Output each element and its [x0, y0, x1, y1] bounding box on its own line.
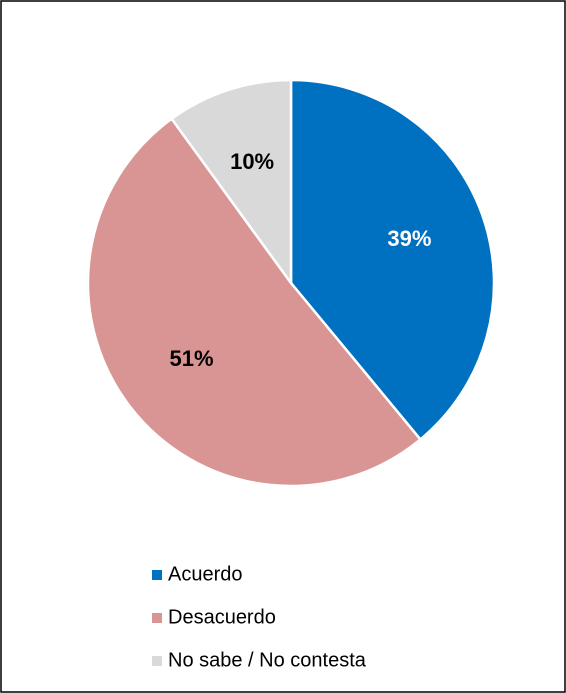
legend-swatch — [152, 613, 162, 623]
pie-slice — [169, 78, 293, 287]
pie-slice — [289, 78, 496, 442]
data-label: 51% — [170, 346, 214, 371]
legend-swatch — [152, 656, 162, 666]
legend-label: No sabe / No contesta — [168, 649, 367, 671]
pie-slice — [86, 117, 423, 488]
legend-label: Desacuerdo — [168, 606, 276, 628]
data-label: 39% — [387, 226, 431, 251]
data-label: 10% — [230, 149, 274, 174]
legend-swatch — [152, 570, 162, 580]
legend-label: Acuerdo — [168, 563, 243, 585]
